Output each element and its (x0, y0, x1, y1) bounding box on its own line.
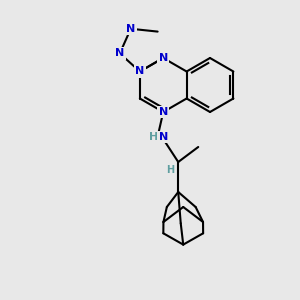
Text: H: H (148, 132, 158, 142)
Text: N: N (159, 107, 168, 117)
Text: H: H (166, 165, 174, 175)
Text: N: N (159, 53, 168, 63)
Text: N: N (126, 24, 135, 34)
Text: N: N (115, 48, 124, 59)
Text: N: N (159, 132, 168, 142)
Text: N: N (135, 67, 145, 76)
